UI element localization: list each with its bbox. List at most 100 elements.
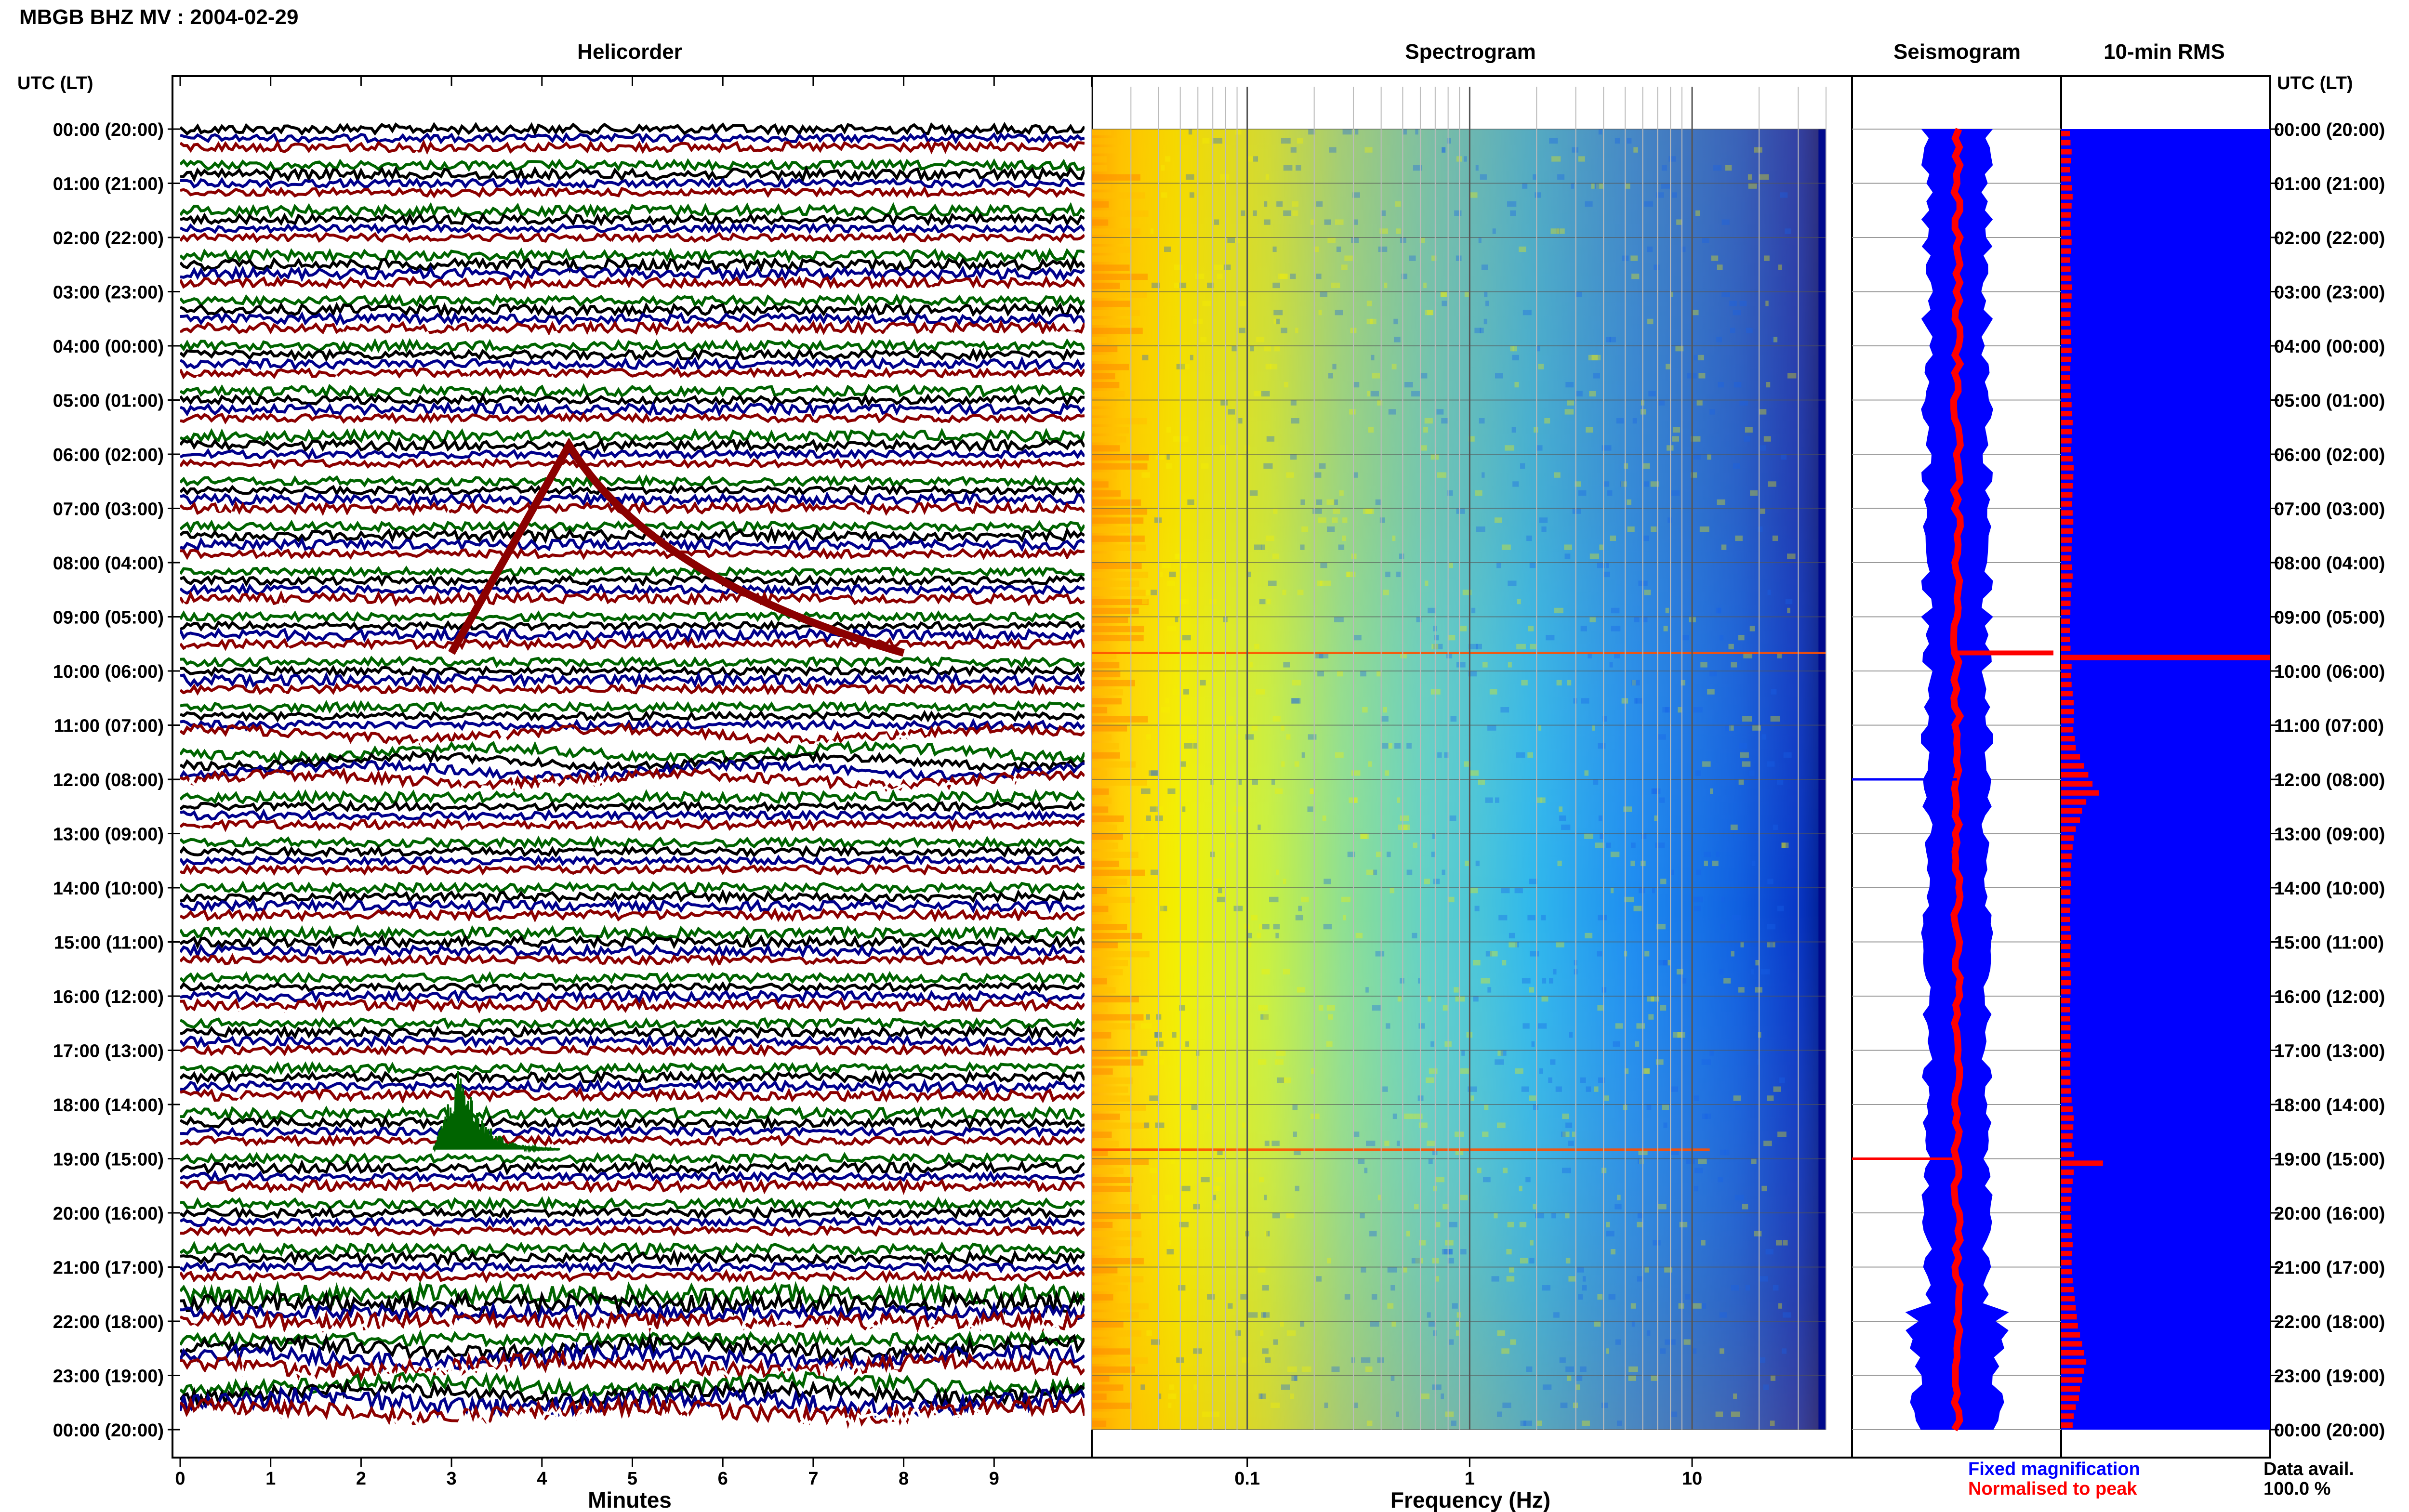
spectrogram-cell <box>1564 409 1574 415</box>
spectrogram-cell <box>1239 301 1246 306</box>
spectrogram-cell <box>1435 1222 1441 1228</box>
spectrogram-cell <box>1178 689 1184 695</box>
spectrogram-cell <box>1406 1231 1410 1236</box>
spectrogram-cell <box>1352 192 1360 198</box>
spectrogram-cell <box>1092 1231 1142 1237</box>
spectrogram-cell <box>1271 779 1275 785</box>
spectrogram-cell <box>1310 219 1315 225</box>
spectrogram-cell <box>1704 852 1711 857</box>
spectrogram-cell <box>1297 590 1304 595</box>
spectrogram-cell <box>1565 1213 1570 1219</box>
spectrogram-cell <box>1320 291 1328 297</box>
spectrogram-cell <box>1435 1177 1444 1183</box>
spectrogram-cell <box>1401 274 1407 279</box>
helicorder-trace <box>180 274 1085 290</box>
spectrogram-cell <box>1317 580 1323 586</box>
spectrogram-cell <box>1286 1213 1295 1219</box>
spectrogram-cell <box>1420 373 1428 379</box>
spectrogram-cell <box>1497 1122 1506 1128</box>
spectrogram-cell <box>1318 517 1326 523</box>
spectrogram-cell <box>1541 526 1547 532</box>
spectrogram-cell <box>1092 680 1135 686</box>
spectrogram-cell <box>1342 129 1352 135</box>
spectrogram-cell <box>1610 1249 1615 1255</box>
y-tick-label-right: 05:00 (01:00) <box>2274 391 2385 411</box>
spectrogram-cell <box>1642 1068 1650 1074</box>
spectrogram-cell <box>1370 318 1377 325</box>
spectrogram-cell <box>1413 842 1417 848</box>
spectrogram-cell <box>1638 1158 1643 1164</box>
spectrogram-cell <box>1173 436 1183 442</box>
spectrogram-cell <box>1400 237 1406 243</box>
spectrogram-cell <box>1396 1141 1400 1146</box>
spectrogram-cell <box>1092 1014 1144 1021</box>
spectrogram-cell <box>1323 580 1331 586</box>
spectrogram-cell <box>1375 499 1382 505</box>
spectrogram-cell <box>1643 535 1649 541</box>
spectrogram-cell <box>1336 246 1341 252</box>
spectrogram-cell <box>1767 879 1774 884</box>
spectrogram-cell <box>1092 147 1120 154</box>
spectrogram-cell <box>1533 1104 1538 1110</box>
spectrogram-cell <box>1654 815 1658 821</box>
spectrogram-cell <box>1620 481 1624 487</box>
spectrogram-cell <box>1368 427 1374 433</box>
helicorder-trace <box>180 691 1085 705</box>
helicorder-trace <box>180 265 1085 283</box>
rms-bar <box>2061 817 2080 823</box>
spectrogram-cell <box>1777 906 1784 911</box>
spectrogram-cell <box>1494 1213 1498 1219</box>
spectrogram-cell <box>1150 1168 1157 1173</box>
spectrogram-cell <box>1253 156 1258 162</box>
spectrogram-cell <box>1388 743 1392 749</box>
spectrogram-cell <box>1718 607 1721 614</box>
spectrogram-cell <box>1520 1420 1526 1426</box>
spectrogram-cell <box>1733 463 1740 469</box>
rms-bar <box>2061 329 2071 335</box>
spectrogram-cell <box>1396 571 1401 578</box>
spectrogram-cell <box>1300 544 1305 550</box>
spectrogram-cell <box>1092 400 1116 407</box>
rms-bar <box>2061 1151 2074 1157</box>
spectrogram-cell <box>1557 174 1565 180</box>
legend-fixed: Fixed magnification <box>1968 1459 2140 1479</box>
spectrogram-cell <box>1092 933 1142 939</box>
spectrogram-cell <box>1406 743 1412 749</box>
spectrogram-cell <box>1349 797 1357 803</box>
spectrogram-cell <box>1639 1158 1644 1164</box>
y-tick-label-left: 16:00 (12:00) <box>53 987 164 1007</box>
rms-bar <box>2061 582 2072 588</box>
spectrogram-cell <box>1632 680 1636 686</box>
spectrogram-cell <box>1567 400 1574 406</box>
y-tick-label-left: 15:00 (11:00) <box>54 933 164 953</box>
spectrogram-cell <box>1318 310 1322 316</box>
spectrogram-cell <box>1092 1113 1120 1120</box>
spectrogram-cell <box>1268 580 1277 586</box>
spectrogram-cell <box>1207 1294 1215 1300</box>
spectrogram-cell <box>1482 472 1485 478</box>
helicorder-trace <box>180 873 1085 885</box>
helicorder-trace <box>180 789 1085 806</box>
spectrogram-cell <box>1469 770 1479 776</box>
rms-bar <box>2061 1350 2084 1356</box>
spectrogram-cell <box>1610 852 1620 857</box>
spectrogram-cell <box>1660 1348 1666 1354</box>
y-tick-label-left: 18:00 (14:00) <box>53 1095 164 1116</box>
spectrogram-cell <box>1400 653 1407 658</box>
helicorder-trace <box>180 1069 1085 1086</box>
spectrogram-cell <box>1526 1366 1533 1372</box>
spectrogram-cell <box>1604 1095 1609 1101</box>
spectrogram-cell <box>1262 924 1270 930</box>
spectrogram-cell <box>1092 671 1121 678</box>
spectrogram-cell <box>1712 860 1719 867</box>
spectrogram-cell <box>1651 996 1654 1002</box>
spectrogram-cell <box>1364 1168 1368 1173</box>
spectrogram-cell <box>1278 274 1287 279</box>
helicorder-trace <box>180 1261 1085 1274</box>
helicorder-trace <box>180 636 1085 651</box>
freq-tick-label: 0.1 <box>1234 1469 1260 1489</box>
spectrogram-cell <box>1695 770 1701 776</box>
spectrogram-cell <box>1419 237 1425 243</box>
spectrogram-cell <box>1782 1312 1791 1318</box>
spectrogram-cell <box>1448 635 1456 641</box>
